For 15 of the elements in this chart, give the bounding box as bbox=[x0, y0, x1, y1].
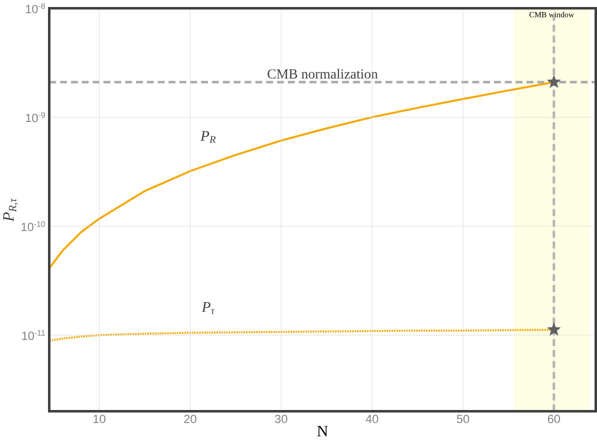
x-tick-label: 40 bbox=[366, 414, 378, 424]
y-tick-label: 10$^{-8}$ bbox=[26, 4, 45, 14]
series-label: P$_{τ}$ bbox=[202, 302, 215, 314]
x-tick-label: 50 bbox=[456, 414, 470, 424]
x-axis-title: N bbox=[317, 426, 328, 436]
y-tick-label: 10$^{-9}$ bbox=[26, 112, 45, 122]
y-tick-label: 10$^{-10}$ bbox=[22, 221, 45, 232]
y-tick-label: 10$^{-11}$ bbox=[22, 330, 45, 340]
x-tick-label: 60 bbox=[548, 414, 560, 424]
x-tick-label: 30 bbox=[274, 414, 288, 424]
y-axis-title: P$_{R,τ}$ bbox=[3, 198, 18, 222]
ref-line-label: CMB normalization bbox=[268, 69, 378, 79]
series-label: P$_{R}$ bbox=[200, 131, 216, 144]
x-tick-label: 20 bbox=[184, 414, 196, 424]
x-tick-label: 10 bbox=[94, 414, 106, 424]
